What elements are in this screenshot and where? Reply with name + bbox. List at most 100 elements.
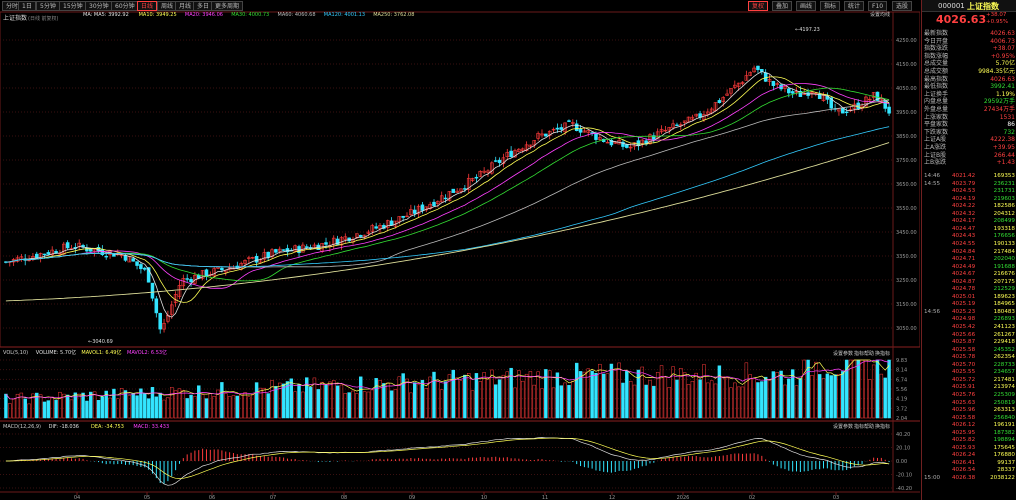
candle-body [756, 65, 760, 71]
candle-body [451, 188, 456, 193]
y-tick-label: 3050.00 [896, 326, 917, 332]
tool-button-4[interactable]: 统计 [844, 1, 865, 11]
vol-label: MAVOL1: 6.49亿 [81, 349, 121, 356]
volume-bar [332, 380, 336, 419]
tool-button-3[interactable]: 指标 [820, 1, 841, 11]
stat-value: 4006.73 [990, 37, 1015, 45]
chart-area[interactable]: 4250.00 4150.00 4050.00 3950.00 3850.00 3750.… [0, 0, 920, 500]
tick-volume: 2038122 [990, 475, 1015, 481]
period-tab-6[interactable]: 日线 [137, 1, 158, 11]
volume-bar [555, 372, 560, 419]
period-tab-5[interactable]: 60分钟 [111, 1, 139, 11]
volume-bar [65, 394, 70, 419]
candle-body [513, 150, 517, 158]
tick-price: 4025.19 [952, 301, 976, 308]
volume-bar [224, 393, 228, 419]
volume-bar [443, 381, 448, 419]
candle-body [582, 130, 587, 133]
macd-button-2[interactable]: 换指标 [875, 423, 890, 430]
vol-button-2[interactable]: 换指标 [875, 350, 890, 357]
volume-bar [837, 373, 841, 419]
period-tab-1[interactable]: 1日 [18, 1, 36, 11]
tick-volume: 202040 [993, 256, 1015, 263]
vol-button-1[interactable]: 指标帮助 [854, 350, 874, 357]
tick-row: 4025.70 228733 [924, 362, 1015, 370]
ma-settings-link[interactable]: 设置均线 [870, 11, 890, 18]
volume-bar [42, 401, 47, 419]
volume-bar [717, 365, 722, 419]
tick-volume: 204312 [993, 210, 1015, 217]
tick-volume: 236231 [993, 180, 1015, 187]
candle-body [185, 278, 189, 280]
tool-button-2[interactable]: 画线 [796, 1, 817, 11]
volume-bar [116, 398, 120, 419]
tick-price: 4024.67 [952, 271, 976, 278]
volume-bar [123, 390, 128, 419]
candle-body [42, 253, 47, 256]
candle-body [262, 252, 267, 260]
candle-body [466, 177, 471, 190]
volume-bar [733, 382, 737, 419]
stat-value: 9984.35亿元 [978, 68, 1015, 75]
candle-body [247, 257, 251, 259]
candle-body [474, 176, 479, 179]
volume-bar [513, 387, 517, 419]
volume-bar [220, 382, 224, 419]
candle-body [274, 249, 278, 253]
macd-button-0[interactable]: 设置参数 [833, 423, 853, 430]
candle-body [412, 209, 417, 214]
volume-bar [293, 391, 297, 419]
tick-price: 4025.93 [952, 444, 976, 451]
candle-body [158, 312, 162, 330]
tool-button-6[interactable]: 选股 [892, 1, 913, 11]
candle-body [744, 75, 749, 81]
volume-bar [274, 386, 278, 419]
tool-button-5[interactable]: F10 [868, 1, 888, 11]
volume-bar [343, 393, 348, 419]
candle-body [740, 81, 745, 85]
volume-bar [173, 390, 178, 419]
tool-button-0[interactable]: 复权 [748, 1, 769, 11]
period-tab-4[interactable]: 30分钟 [85, 1, 113, 11]
period-tab-9[interactable]: 多日 [193, 1, 214, 11]
candle-body [100, 249, 105, 255]
volume-bar [320, 381, 324, 419]
candle-body [574, 123, 579, 131]
vol-y-tick: 8.14 [896, 368, 907, 374]
volume-bar [721, 376, 725, 419]
stat-label: 上证换手 [924, 90, 949, 98]
candle-body [717, 100, 722, 103]
tick-volume: 208499 [993, 218, 1015, 225]
x-axis-label: 02 [749, 495, 755, 500]
period-tab-3[interactable]: 15分钟 [59, 1, 87, 11]
x-axis-label: 2026 [677, 495, 690, 500]
period-tab-8[interactable]: 月线 [175, 1, 196, 11]
candle-body [767, 79, 772, 82]
ma-line-30 [5, 87, 890, 282]
candle-body [555, 127, 560, 130]
volume-bar [814, 361, 818, 419]
tick-row: 4024.84 217484 [924, 249, 1015, 257]
candle-body [162, 323, 166, 330]
tick-price: 4024.98 [952, 316, 976, 323]
tick-price: 4024.55 [952, 240, 976, 247]
tick-price: 4024.32 [952, 210, 976, 217]
x-axis-label: 06 [209, 495, 215, 500]
candle-body [667, 127, 672, 131]
volume-bar [413, 382, 417, 419]
candle-body [432, 201, 436, 207]
vol-button-0[interactable]: 设置参数 [833, 350, 853, 357]
candle-body [482, 170, 486, 173]
period-tab-2[interactable]: 5分钟 [36, 1, 60, 11]
period-tab-7[interactable]: 周线 [157, 1, 178, 11]
volume-bar [740, 386, 745, 419]
tool-button-1[interactable]: 叠加 [772, 1, 793, 11]
stat-row: 外盘总量 27434万手 [924, 106, 1015, 114]
period-tab-10[interactable]: 更多周期 [211, 1, 244, 11]
candle-body [254, 255, 259, 263]
volume-bar [829, 375, 833, 419]
candle-body [189, 279, 193, 283]
macd-button-1[interactable]: 指标帮助 [854, 423, 874, 430]
candle-body [586, 130, 591, 133]
volume-bar [335, 385, 340, 419]
